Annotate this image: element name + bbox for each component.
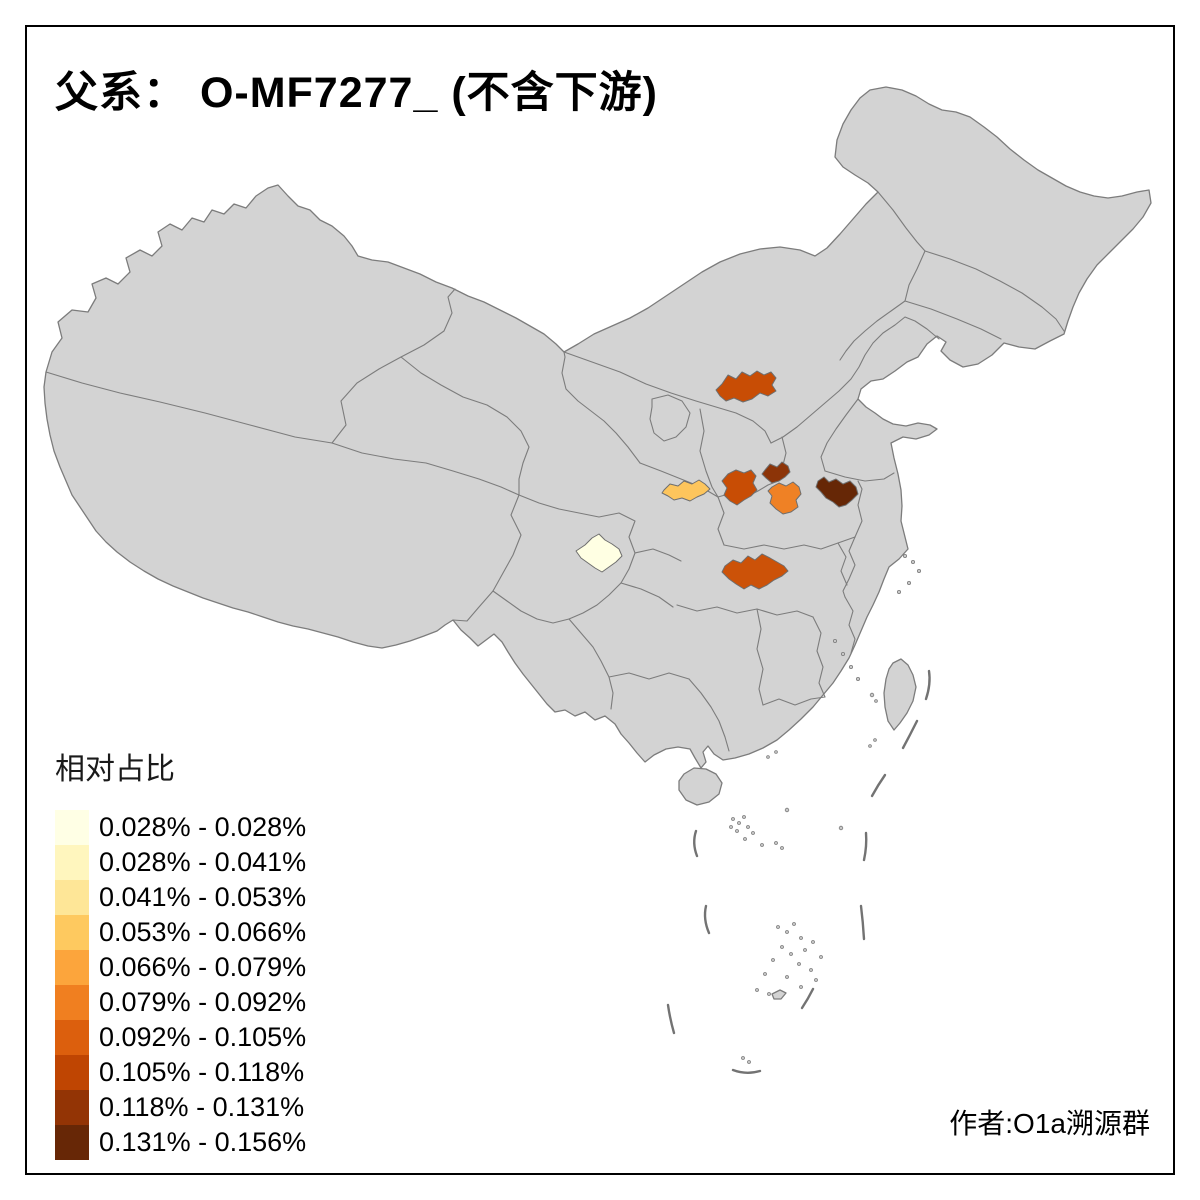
legend-label: 0.092% - 0.105% [99,1022,307,1052]
legend: 相对占比 0.028% - 0.028% 0.028% - 0.041% 0.0… [55,744,306,1160]
legend-title: 相对占比 [55,753,175,786]
legend-swatch [55,915,89,950]
legend-label: 0.118% - 0.131% [99,1092,305,1122]
island-dots [729,554,922,1064]
province-borders [45,191,1065,752]
legend-item: 0.092% - 0.105% [55,1020,306,1055]
legend-swatch [55,880,89,915]
legend-label: 0.041% - 0.053% [99,882,307,912]
legend-swatch [55,1055,89,1090]
legend-item: 0.079% - 0.092% [55,985,306,1020]
region-chengdu-plain [575,533,623,573]
legend-label: 0.028% - 0.041% [99,847,307,877]
legend-item: 0.131% - 0.156% [55,1125,306,1160]
region-central-shaanxi [721,469,758,506]
nine-dash-line [666,669,931,1074]
china-mainland-outline [43,86,1152,769]
region-east-henan-border [815,476,859,508]
legend-item: 0.041% - 0.053% [55,880,306,915]
legend-label: 0.053% - 0.066% [99,917,307,947]
legend-item: 0.028% - 0.028% [55,810,306,845]
legend-label: 0.079% - 0.092% [99,987,307,1017]
south-sea-islet [771,989,787,1000]
region-se-gansu [661,479,711,502]
author-credit: 作者:O1a溯源群 [949,1108,1150,1139]
region-north-shanxi [715,370,777,403]
legend-item: 0.105% - 0.118% [55,1055,306,1090]
legend-swatch [55,1090,89,1125]
legend-swatch [55,810,89,845]
legend-label: 0.028% - 0.028% [99,812,307,842]
taiwan-island [883,658,917,731]
region-nw-hubei [721,553,789,590]
region-north-henan [761,461,791,484]
legend-item: 0.028% - 0.041% [55,845,306,880]
choropleth-regions [575,370,859,590]
legend-item: 0.053% - 0.066% [55,915,306,950]
map-title: 父系： O-MF7277_ (不含下游) [55,69,658,117]
legend-label: 0.131% - 0.156% [99,1127,307,1157]
hainan-island [678,767,723,806]
legend-swatch [55,1125,89,1160]
legend-swatch [55,845,89,880]
legend-swatch [55,950,89,985]
legend-item: 0.066% - 0.079% [55,950,306,985]
legend-label: 0.066% - 0.079% [99,952,307,982]
legend-swatch [55,1020,89,1055]
legend-label: 0.105% - 0.118% [99,1057,305,1087]
legend-item: 0.118% - 0.131% [55,1090,306,1125]
legend-swatch [55,985,89,1020]
region-central-henan [767,481,802,515]
